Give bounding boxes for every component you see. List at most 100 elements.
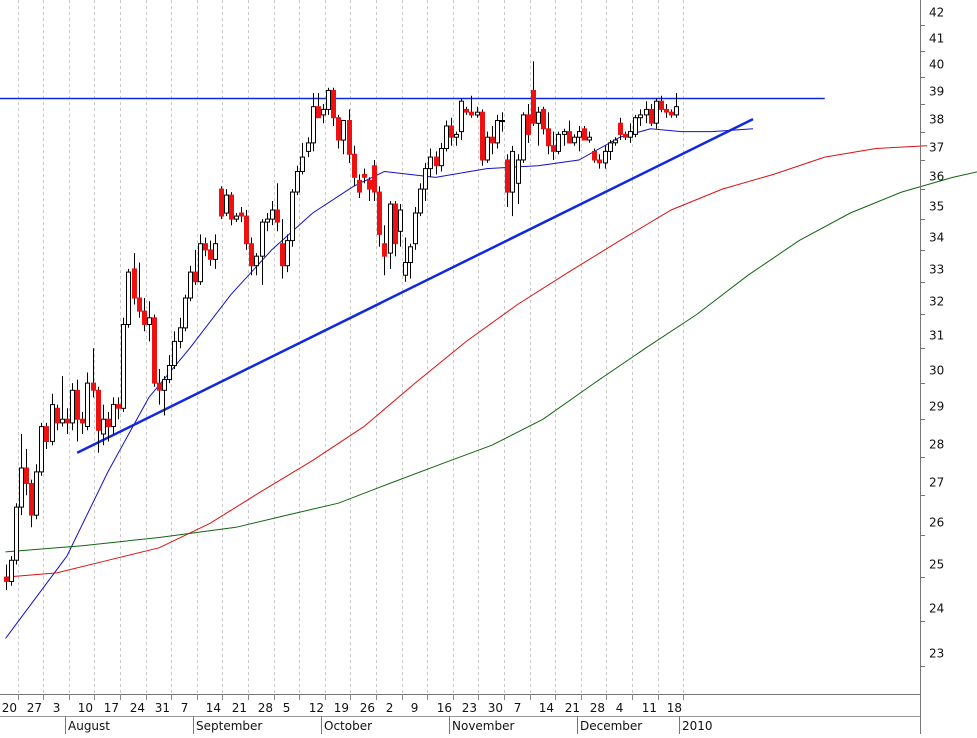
y-tick-label-28: 28: [929, 438, 944, 452]
candle-85: [440, 143, 444, 172]
candle-125: [645, 101, 649, 123]
candle-body-81: [419, 189, 423, 213]
candle-79: [409, 244, 413, 279]
candle-2: [15, 503, 19, 564]
candle-body-8: [45, 427, 49, 442]
candle-78: [404, 238, 408, 282]
candle-37: [194, 250, 198, 285]
x-tick-label-21: 14: [539, 701, 554, 715]
y-tick-label-31: 31: [929, 329, 944, 343]
candle-body-94: [486, 137, 490, 160]
candle-46: [240, 207, 244, 222]
candle-body-17: [92, 383, 96, 390]
candle-body-78: [404, 263, 408, 276]
candle-body-122: [629, 132, 633, 138]
month-label-5: 2010: [682, 719, 713, 733]
candle-111: [573, 134, 577, 145]
candle-body-6: [35, 472, 39, 515]
y-tick-label-26: 26: [929, 516, 944, 530]
candle-14: [76, 380, 80, 442]
candle-body-26: [138, 298, 142, 311]
candle-body-113: [583, 129, 587, 140]
candle-124: [639, 109, 643, 126]
candle-body-35: [184, 298, 188, 328]
y-tick-label-25: 25: [929, 558, 944, 572]
candle-body-127: [655, 101, 659, 123]
candle-9: [51, 394, 55, 445]
candle-123: [634, 115, 638, 137]
x-tick-label-19: 30: [488, 701, 503, 715]
x-tick-label-0: 20: [2, 701, 17, 715]
candle-body-121: [624, 134, 628, 137]
candle-84: [435, 151, 439, 174]
candle-body-10: [56, 408, 60, 423]
candle-body-73: [378, 192, 382, 234]
candle-63: [327, 88, 331, 115]
candle-body-83: [429, 157, 433, 169]
x-tick-label-13: 19: [334, 701, 349, 715]
candle-66: [342, 121, 346, 155]
candle-7: [40, 423, 44, 476]
x-tick-label-23: 28: [590, 701, 605, 715]
candle-body-70: [363, 174, 367, 177]
candle-103: [532, 61, 536, 126]
candle-body-63: [327, 90, 331, 109]
candle-body-38: [199, 244, 203, 282]
candle-114: [588, 132, 592, 143]
candle-71: [368, 177, 372, 201]
candle-body-39: [204, 244, 208, 250]
candle-body-49: [255, 256, 259, 266]
candle-62: [322, 104, 326, 123]
candle-93: [481, 109, 485, 165]
candle-16: [86, 373, 90, 431]
candle-body-120: [619, 123, 623, 134]
candle-107: [552, 132, 556, 160]
x-tick-label-15: 2: [386, 701, 394, 715]
candle-99: [511, 146, 515, 216]
candle-body-41: [214, 244, 218, 260]
candle-body-72: [373, 166, 377, 192]
candle-13: [71, 383, 75, 430]
candle-body-52: [271, 210, 275, 219]
candle-body-47: [245, 216, 249, 244]
x-tick-label-26: 18: [667, 701, 682, 715]
candle-11: [61, 376, 65, 427]
candle-94: [486, 132, 490, 163]
candle-98: [506, 154, 510, 207]
candle-body-119: [614, 140, 618, 143]
candle-131: [675, 93, 679, 118]
candle-body-117: [604, 151, 608, 163]
candle-74: [383, 225, 387, 275]
y-tick-label-39: 39: [929, 85, 944, 99]
candle-10: [56, 405, 60, 431]
y-tick-label-27: 27: [929, 476, 944, 490]
candle-body-34: [179, 328, 183, 342]
month-label-2: October: [324, 719, 372, 733]
candle-65: [337, 115, 341, 149]
candle-30: [158, 369, 162, 405]
candle-body-93: [481, 112, 485, 160]
candle-body-46: [240, 213, 244, 216]
candle-53: [276, 183, 280, 231]
candle-64: [332, 88, 336, 126]
candle-3: [20, 434, 24, 515]
candle-40: [209, 241, 213, 266]
candle-34: [179, 318, 183, 348]
candle-75: [389, 201, 393, 269]
x-tick-label-12: 12: [309, 701, 324, 715]
candle-54: [281, 219, 285, 278]
x-tick-label-17: 16: [437, 701, 452, 715]
candle-5: [30, 480, 34, 528]
candle-body-77: [399, 210, 403, 231]
candle-body-95: [491, 137, 495, 143]
candle-4: [25, 449, 29, 495]
candle-58: [301, 143, 305, 175]
candle-117: [604, 146, 608, 169]
candle-body-58: [301, 157, 305, 171]
x-tick-label-14: 26: [360, 701, 375, 715]
candle-body-65: [337, 118, 341, 140]
candle-body-11: [61, 419, 65, 423]
candle-body-90: [465, 109, 469, 112]
candle-1: [10, 556, 14, 586]
